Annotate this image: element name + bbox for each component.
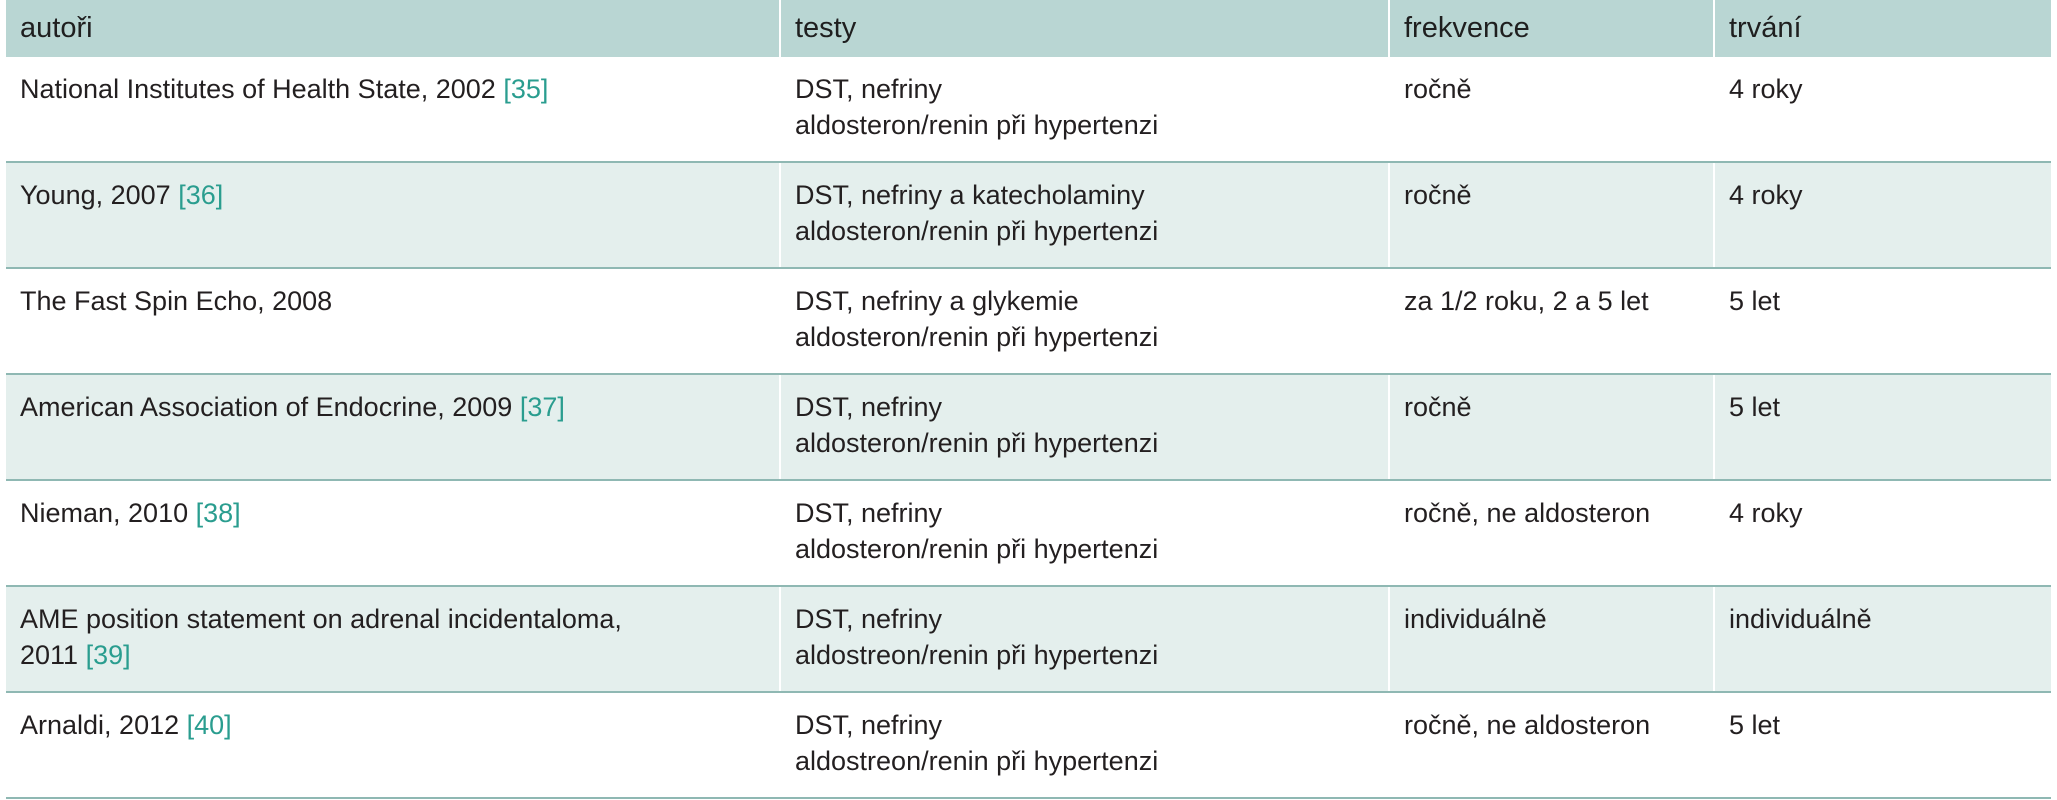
author-text: Young, 2007 (20, 180, 171, 210)
tests-cell: DST, nefriny aldosteron/renin při hyperte… (781, 57, 1390, 161)
author-cell: Young, 2007 [36] (6, 163, 781, 267)
reference-link[interactable]: [38] (195, 498, 241, 528)
column-header-frequency: frekvence (1390, 0, 1715, 57)
tests-line-1: DST, nefriny (795, 710, 943, 740)
tests-line-2: aldosteron/renin při hypertenzi (795, 534, 1159, 564)
author-text: National Institutes of Health State, 200… (20, 74, 496, 104)
author-text: Arnaldi, 2012 (20, 710, 180, 740)
tests-cell: DST, nefriny aldostreon/renin při hyperte… (781, 587, 1390, 691)
author-cell: The Fast Spin Echo, 2008 (6, 269, 781, 373)
tests-cell: DST, nefriny aldosteron/renin při hyperte… (781, 375, 1390, 479)
table-row: Nieman, 2010 [38] DST, nefriny aldosteron/… (6, 481, 2051, 587)
tests-cell: DST, nefriny aldosteron/renin při hyperte… (781, 481, 1390, 585)
table-row: National Institutes of Health State, 200… (6, 57, 2051, 163)
tests-line-1: DST, nefriny (795, 604, 943, 634)
column-header-duration: trvání (1729, 12, 1802, 44)
tests-line-1: DST, nefriny (795, 392, 943, 422)
tests-line-2: aldostreon/renin při hypertenzi (795, 640, 1159, 670)
author-cell: American Association of Endocrine, 2009 … (6, 375, 781, 479)
table-row: American Association of Endocrine, 2009 … (6, 375, 2051, 481)
table-row: The Fast Spin Echo, 2008 DST, nefriny a … (6, 269, 2051, 375)
follow-up-table: autoři testy frekvence trvání National I… (6, 0, 2051, 799)
tests-line-1: DST, nefriny a katecholaminy (795, 180, 1145, 210)
author-cell: Nieman, 2010 [38] (6, 481, 781, 585)
tests-line-1: DST, nefriny (795, 498, 943, 528)
table-row: Arnaldi, 2012 [40] DST, nefriny aldostreon… (6, 693, 2051, 799)
frequency-cell: ročně, ne aldosteron (1390, 481, 1715, 585)
author-cell: AME position statement on adrenal incide… (6, 587, 781, 691)
reference-link[interactable]: [37] (519, 392, 565, 422)
tests-line-2: aldosteron/renin při hypertenzi (795, 110, 1159, 140)
author-text: American Association of Endocrine, 2009 (20, 392, 513, 422)
tests-line-2: aldosteron/renin při hypertenzi (795, 216, 1159, 246)
tests-line-2: aldosteron/renin při hypertenzi (795, 322, 1159, 352)
tests-line-1: DST, nefriny a glykemie (795, 286, 1079, 316)
author-text: Nieman, 2010 (20, 498, 189, 528)
table-header-row: autoři testy frekvence trvání (6, 0, 2051, 57)
tests-line-2: aldostreon/renin při hypertenzi (795, 746, 1159, 776)
duration-cell: 4 roky (1729, 180, 1803, 210)
table-row: Young, 2007 [36] DST, nefriny a katechola… (6, 163, 2051, 269)
frequency-cell: ročně, ne aldosteron (1390, 693, 1715, 797)
frequency-cell: individuálně (1390, 587, 1715, 691)
frequency-cell: za 1/2 roku, 2 a 5 let (1390, 269, 1715, 373)
author-text: AME position statement on adrenal incide… (20, 604, 622, 634)
tests-cell: DST, nefriny a katecholaminy aldosteron/r… (781, 163, 1390, 267)
duration-cell: 5 let (1729, 392, 1781, 422)
tests-cell: DST, nefriny a glykemie aldosteron/renin … (781, 269, 1390, 373)
author-text: The Fast Spin Echo, 2008 (20, 286, 333, 316)
frequency-cell: ročně (1390, 163, 1715, 267)
reference-link[interactable]: [35] (503, 74, 549, 104)
column-header-authors: autoři (6, 0, 781, 57)
duration-cell: 5 let (1729, 710, 1781, 740)
duration-cell: 4 roky (1729, 498, 1803, 528)
author-cell: National Institutes of Health State, 200… (6, 57, 781, 161)
reference-link[interactable]: [39] (85, 640, 131, 670)
column-header-tests: testy (781, 0, 1390, 57)
author-cell: Arnaldi, 2012 [40] (6, 693, 781, 797)
reference-link[interactable]: [40] (186, 710, 232, 740)
author-text-line2: 2011 (20, 640, 79, 670)
duration-cell: 4 roky (1729, 74, 1803, 104)
table-row: AME position statement on adrenal incide… (6, 587, 2051, 693)
reference-link[interactable]: [36] (178, 180, 224, 210)
duration-cell: individuálně (1729, 604, 1872, 634)
tests-line-2: aldosteron/renin při hypertenzi (795, 428, 1159, 458)
frequency-cell: ročně (1390, 375, 1715, 479)
tests-line-1: DST, nefriny (795, 74, 943, 104)
table-body: National Institutes of Health State, 200… (6, 57, 2051, 799)
duration-cell: 5 let (1729, 286, 1781, 316)
tests-cell: DST, nefriny aldostreon/renin při hyperte… (781, 693, 1390, 797)
frequency-cell: ročně (1390, 57, 1715, 161)
